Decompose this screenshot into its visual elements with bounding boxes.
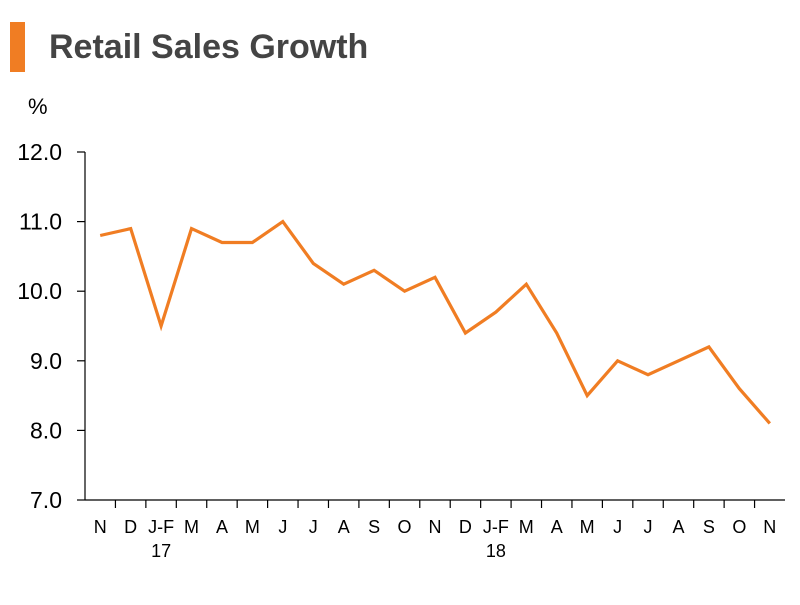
x-tick-label: J-F xyxy=(483,517,509,537)
x-tick-label: J xyxy=(278,517,287,537)
x-tick-label: S xyxy=(703,517,715,537)
x-year-label: 18 xyxy=(486,541,506,561)
chart-header: Retail Sales Growth xyxy=(10,22,368,72)
x-tick-label: O xyxy=(398,517,412,537)
x-tick-label: A xyxy=(216,517,228,537)
chart-axes xyxy=(84,152,785,501)
x-tick-label: J xyxy=(309,517,318,537)
x-tick-label: M xyxy=(245,517,260,537)
x-tick-label: D xyxy=(459,517,472,537)
x-tick-label: M xyxy=(184,517,199,537)
x-year-label: 17 xyxy=(151,541,171,561)
x-tick-label: N xyxy=(763,517,776,537)
y-tick-label: 9.0 xyxy=(30,348,62,374)
x-tick-label: M xyxy=(519,517,534,537)
x-tick-label: S xyxy=(368,517,380,537)
y-tick-label: 7.0 xyxy=(30,487,62,513)
x-tick-label: A xyxy=(338,517,350,537)
y-tick-label: 8.0 xyxy=(30,417,62,443)
chart-series xyxy=(99,219,772,425)
x-tick-label: J-F xyxy=(148,517,174,537)
chart-ticks xyxy=(77,151,756,508)
x-tick-label: J xyxy=(644,517,653,537)
y-tick-label: 11.0 xyxy=(19,209,62,235)
x-tick-label: A xyxy=(672,517,684,537)
x-tick-label: N xyxy=(429,517,442,537)
x-tick-label: J xyxy=(613,517,622,537)
x-tick-label: N xyxy=(94,517,107,537)
title-accent-bar xyxy=(10,22,25,72)
x-tick-label: M xyxy=(580,517,595,537)
chart-title: Retail Sales Growth xyxy=(49,27,369,66)
y-axis-unit-label: % xyxy=(28,94,48,119)
y-tick-label: 10.0 xyxy=(17,278,62,304)
x-tick-label: D xyxy=(124,517,137,537)
y-tick-label: 12.0 xyxy=(17,139,62,165)
chart-tick-labels: 7.08.09.010.011.012.0N D J-F M A M J J A S O N D J-F M… xyxy=(17,139,776,561)
series-line xyxy=(99,219,772,425)
x-tick-label: A xyxy=(551,517,563,537)
x-tick-label: O xyxy=(732,517,746,537)
